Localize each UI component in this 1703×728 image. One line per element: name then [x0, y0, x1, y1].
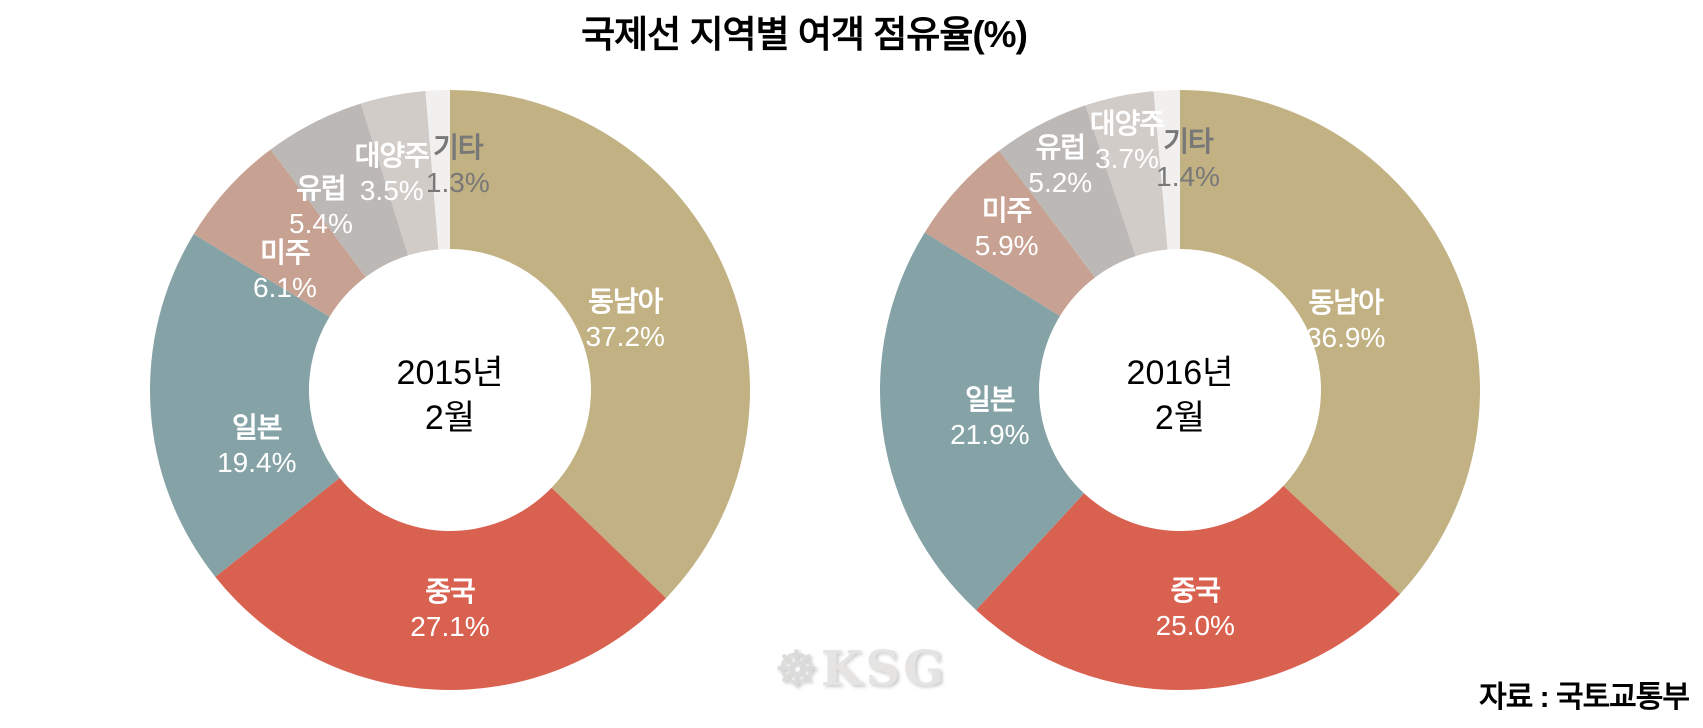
slice-name: 유럽 — [296, 172, 347, 204]
slice-label-4: 유럽 5.2% — [1028, 130, 1092, 200]
donut-slice-1 — [976, 485, 1400, 690]
donut-slice-3 — [193, 149, 366, 317]
slice-label-0: 동남아 36.9% — [1306, 285, 1385, 355]
slice-name: 미주 — [260, 237, 311, 269]
source-note: 자료 : 국토교통부 — [1479, 681, 1690, 714]
ksg-watermark: KSG — [774, 642, 947, 696]
ship-wheel-icon — [774, 644, 819, 694]
slice-label-3: 미주 6.1% — [253, 235, 317, 305]
slice-value: 25.0% — [1155, 610, 1235, 642]
slice-value: 6.1% — [253, 272, 317, 304]
slice-label-6: 기타 1.3% — [426, 130, 490, 200]
donut-slice-0 — [1180, 90, 1480, 594]
donut-slice-6 — [1153, 90, 1180, 250]
slice-label-4: 유럽 5.4% — [289, 171, 353, 241]
slice-value: 3.5% — [359, 174, 424, 206]
donut-chart-2015: 2015년 2월 동남아 37.2% 중국 27.1% 일본 19.4% 미주 6.1% 유럽 5… — [150, 90, 750, 690]
slice-name: 동남아 — [1308, 286, 1384, 318]
slice-label-2: 일본 19.4% — [217, 410, 296, 480]
donut-slice-2 — [150, 234, 340, 577]
slice-value: 19.4% — [217, 447, 297, 479]
slice-value: 5.4% — [289, 207, 353, 239]
donut-slice-2 — [880, 232, 1085, 610]
slice-value: 1.4% — [1156, 161, 1220, 193]
slice-name: 기타 — [433, 132, 484, 164]
slice-name: 동남아 — [588, 286, 663, 318]
donut-slice-1 — [215, 477, 667, 690]
center-year-label: 2016년 — [1126, 354, 1234, 392]
watermark-text: KSG — [820, 641, 948, 697]
slice-value: 1.3% — [425, 167, 490, 199]
slice-value: 37.2% — [585, 321, 665, 353]
donut-ring — [880, 90, 1480, 690]
slice-name: 일본 — [232, 412, 283, 444]
chart-title: 국제선 지역별 여객 점유율(%) — [581, 14, 1028, 55]
slice-label-1: 중국 27.1% — [410, 574, 489, 644]
donut-slice-0 — [450, 90, 750, 599]
slice-label-5: 대양주 3.7% — [1089, 106, 1165, 176]
donut-center-label-2016: 2016년 2월 — [1127, 351, 1234, 441]
slice-value: 27.1% — [410, 611, 490, 642]
donut-slice-5 — [360, 91, 439, 256]
donut-slice-4 — [999, 105, 1136, 278]
slice-label-6: 기타 1.4% — [1156, 124, 1220, 194]
slice-name: 유럽 — [1035, 131, 1087, 163]
slice-value: 36.9% — [1305, 321, 1386, 353]
donut-slice-5 — [1085, 91, 1168, 257]
slice-name: 중국 — [425, 576, 476, 607]
donut-chart-2016: 2016년 2월 동남아 36.9% 중국 25.0% 일본 21.9% 미주 5.9% 유럽 5… — [880, 90, 1480, 690]
slice-value: 21.9% — [950, 418, 1030, 450]
slice-value: 3.7% — [1095, 142, 1159, 174]
slice-name: 미주 — [981, 195, 1033, 227]
center-year-label: 2015년 — [396, 354, 504, 392]
slice-label-5: 대양주 3.5% — [354, 138, 430, 208]
slice-label-1: 중국 25.0% — [1156, 573, 1235, 643]
donut-center-label-2015: 2015년 2월 — [397, 351, 504, 441]
slice-value: 5.2% — [1028, 166, 1093, 198]
slice-value: 5.9% — [974, 230, 1039, 262]
donut-slice-6 — [425, 90, 450, 250]
slice-name: 일본 — [965, 383, 1016, 415]
center-month-label: 2월 — [1154, 399, 1206, 437]
slice-label-3: 미주 5.9% — [975, 193, 1039, 263]
slice-label-2: 일본 21.9% — [950, 382, 1029, 452]
donut-ring — [150, 90, 750, 690]
slice-name: 중국 — [1170, 575, 1222, 607]
center-month-label: 2월 — [424, 399, 476, 437]
slice-name: 대양주 — [1089, 107, 1165, 139]
donut-slice-4 — [270, 103, 409, 277]
slice-label-0: 동남아 37.2% — [586, 284, 665, 354]
slice-name: 기타 — [1163, 126, 1214, 158]
slice-name: 대양주 — [354, 139, 430, 171]
donut-slice-3 — [924, 150, 1095, 316]
